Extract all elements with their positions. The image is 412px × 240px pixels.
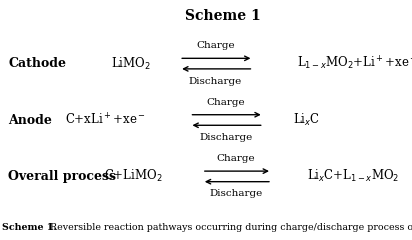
Text: C+LiMO$_2$: C+LiMO$_2$ — [104, 168, 163, 185]
Text: Charge: Charge — [196, 41, 235, 50]
Text: Scheme 1: Scheme 1 — [185, 9, 260, 23]
Text: L$_{1-x}$MO$_2$+Li$^+$+xe$^-$: L$_{1-x}$MO$_2$+Li$^+$+xe$^-$ — [297, 55, 412, 72]
Text: Anode: Anode — [8, 114, 52, 126]
Text: Charge: Charge — [217, 154, 255, 163]
Text: Li$_x$C+L$_{1-x}$MO$_2$: Li$_x$C+L$_{1-x}$MO$_2$ — [307, 168, 399, 185]
Text: Discharge: Discharge — [209, 189, 263, 198]
Text: Scheme 1.: Scheme 1. — [2, 223, 57, 232]
Text: Charge: Charge — [206, 98, 245, 107]
Text: LiMO$_2$: LiMO$_2$ — [110, 55, 150, 72]
Text: Overall process: Overall process — [8, 170, 116, 183]
Text: C+xLi$^+$+xe$^-$: C+xLi$^+$+xe$^-$ — [66, 112, 146, 128]
Text: Li$_x$C: Li$_x$C — [293, 112, 320, 128]
Text: Cathode: Cathode — [8, 57, 66, 70]
Text: Reversible reaction pathways occurring during charge/discharge process of LIBbat: Reversible reaction pathways occurring d… — [47, 223, 412, 232]
Text: Discharge: Discharge — [199, 133, 253, 142]
Text: Discharge: Discharge — [189, 77, 242, 86]
